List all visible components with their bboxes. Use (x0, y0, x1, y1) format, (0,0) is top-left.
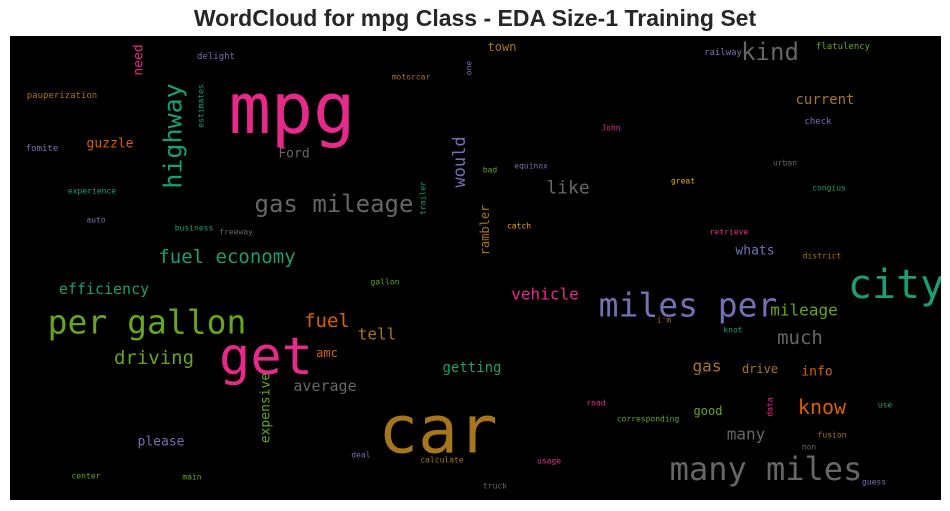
word-need: need (132, 44, 147, 75)
word-kind: kind (741, 38, 799, 66)
word-vehicle: vehicle (511, 285, 578, 304)
word-highway: highway (159, 83, 188, 188)
word-efficiency: efficiency (59, 280, 149, 298)
word-driving: driving (114, 347, 194, 369)
word-town: town (488, 40, 517, 54)
word-truck: truck (483, 482, 507, 491)
word-catch: catch (507, 222, 531, 231)
word-rambler: rambler (478, 205, 492, 256)
word-like: like (546, 178, 589, 199)
word-info: info (801, 365, 832, 380)
word-auto: auto (86, 216, 105, 225)
word-miles-per: miles per (599, 286, 778, 325)
word-great: great (671, 177, 695, 186)
word-retrieve: retrieve (710, 228, 749, 237)
word-estimates: estimates (197, 84, 206, 128)
word-delight: delight (197, 52, 235, 62)
word-corresponding: corresponding (617, 415, 680, 424)
word-guess: guess (862, 478, 886, 487)
word-fuel: fuel (304, 310, 350, 332)
word-many-miles: many miles (670, 450, 863, 488)
word-mileage: mileage (770, 301, 837, 320)
word-would: would (450, 136, 470, 187)
word-gas: gas (693, 357, 722, 376)
word-gas-mileage: gas mileage (255, 190, 414, 218)
word-city: city (848, 262, 941, 308)
word-one: one (465, 61, 474, 76)
word-fuel-economy: fuel economy (158, 246, 295, 268)
word-trailer: trailer (419, 181, 428, 215)
word-please: please (138, 435, 185, 450)
word-expensive: expensive (259, 373, 274, 444)
word-amc: amc (316, 346, 338, 360)
word-current: current (795, 92, 854, 108)
word-per-gallon: per gallon (48, 303, 247, 342)
word-urban: urban (773, 159, 797, 168)
word-use: use (878, 401, 893, 410)
word-get: get (219, 327, 313, 387)
word-experience: experience (68, 187, 116, 196)
word-ford: Ford (278, 147, 309, 162)
word-car: car (378, 392, 497, 469)
word-check: check (804, 117, 832, 127)
word-business: business (175, 224, 214, 233)
word-non: non (802, 443, 817, 452)
word-john: John (601, 124, 620, 133)
word-fusion: fusion (818, 431, 847, 440)
word-flatulency: flatulency (816, 42, 871, 52)
wordcloud-canvas: mpg car get city miles per per gallon many mil… (10, 36, 941, 500)
word-railway: railway (704, 48, 743, 58)
word-main: main (182, 473, 201, 482)
word-know: know (798, 395, 847, 419)
word-motorcar: motorcar (392, 73, 431, 82)
word-i-m: i'm (657, 316, 672, 325)
word-guzzle: guzzle (87, 137, 134, 152)
word-many: many (727, 425, 766, 444)
word-fomite: fomite (26, 144, 59, 154)
word-average: average (293, 377, 356, 395)
word-bad: bad (483, 166, 498, 175)
word-whats: whats (735, 244, 774, 259)
word-gallon: gallon (371, 278, 400, 287)
word-data: data (766, 397, 775, 416)
wordcloud-svg: mpg car get city miles per per gallon many mil… (26, 38, 941, 491)
word-drive: drive (742, 362, 778, 376)
word-tell: tell (358, 325, 397, 344)
word-center: center (72, 472, 101, 481)
word-road: road (586, 399, 605, 408)
word-calculate: calculate (420, 456, 464, 465)
word-equinox: equinox (514, 162, 548, 171)
chart-title: WordCloud for mpg Class - EDA Size-1 Tra… (193, 5, 757, 31)
word-congius: congius (812, 184, 846, 193)
word-good: good (694, 404, 723, 418)
word-pauperization: pauperization (27, 91, 97, 101)
word-district: district (803, 252, 842, 261)
word-usage: usage (537, 457, 561, 466)
word-knot: knot (723, 326, 742, 335)
word-much: much (777, 327, 823, 349)
word-deal: deal (351, 451, 370, 460)
word-freeway: freeway (219, 228, 253, 237)
word-mpg: mpg (229, 68, 355, 150)
word-getting: getting (442, 360, 501, 376)
